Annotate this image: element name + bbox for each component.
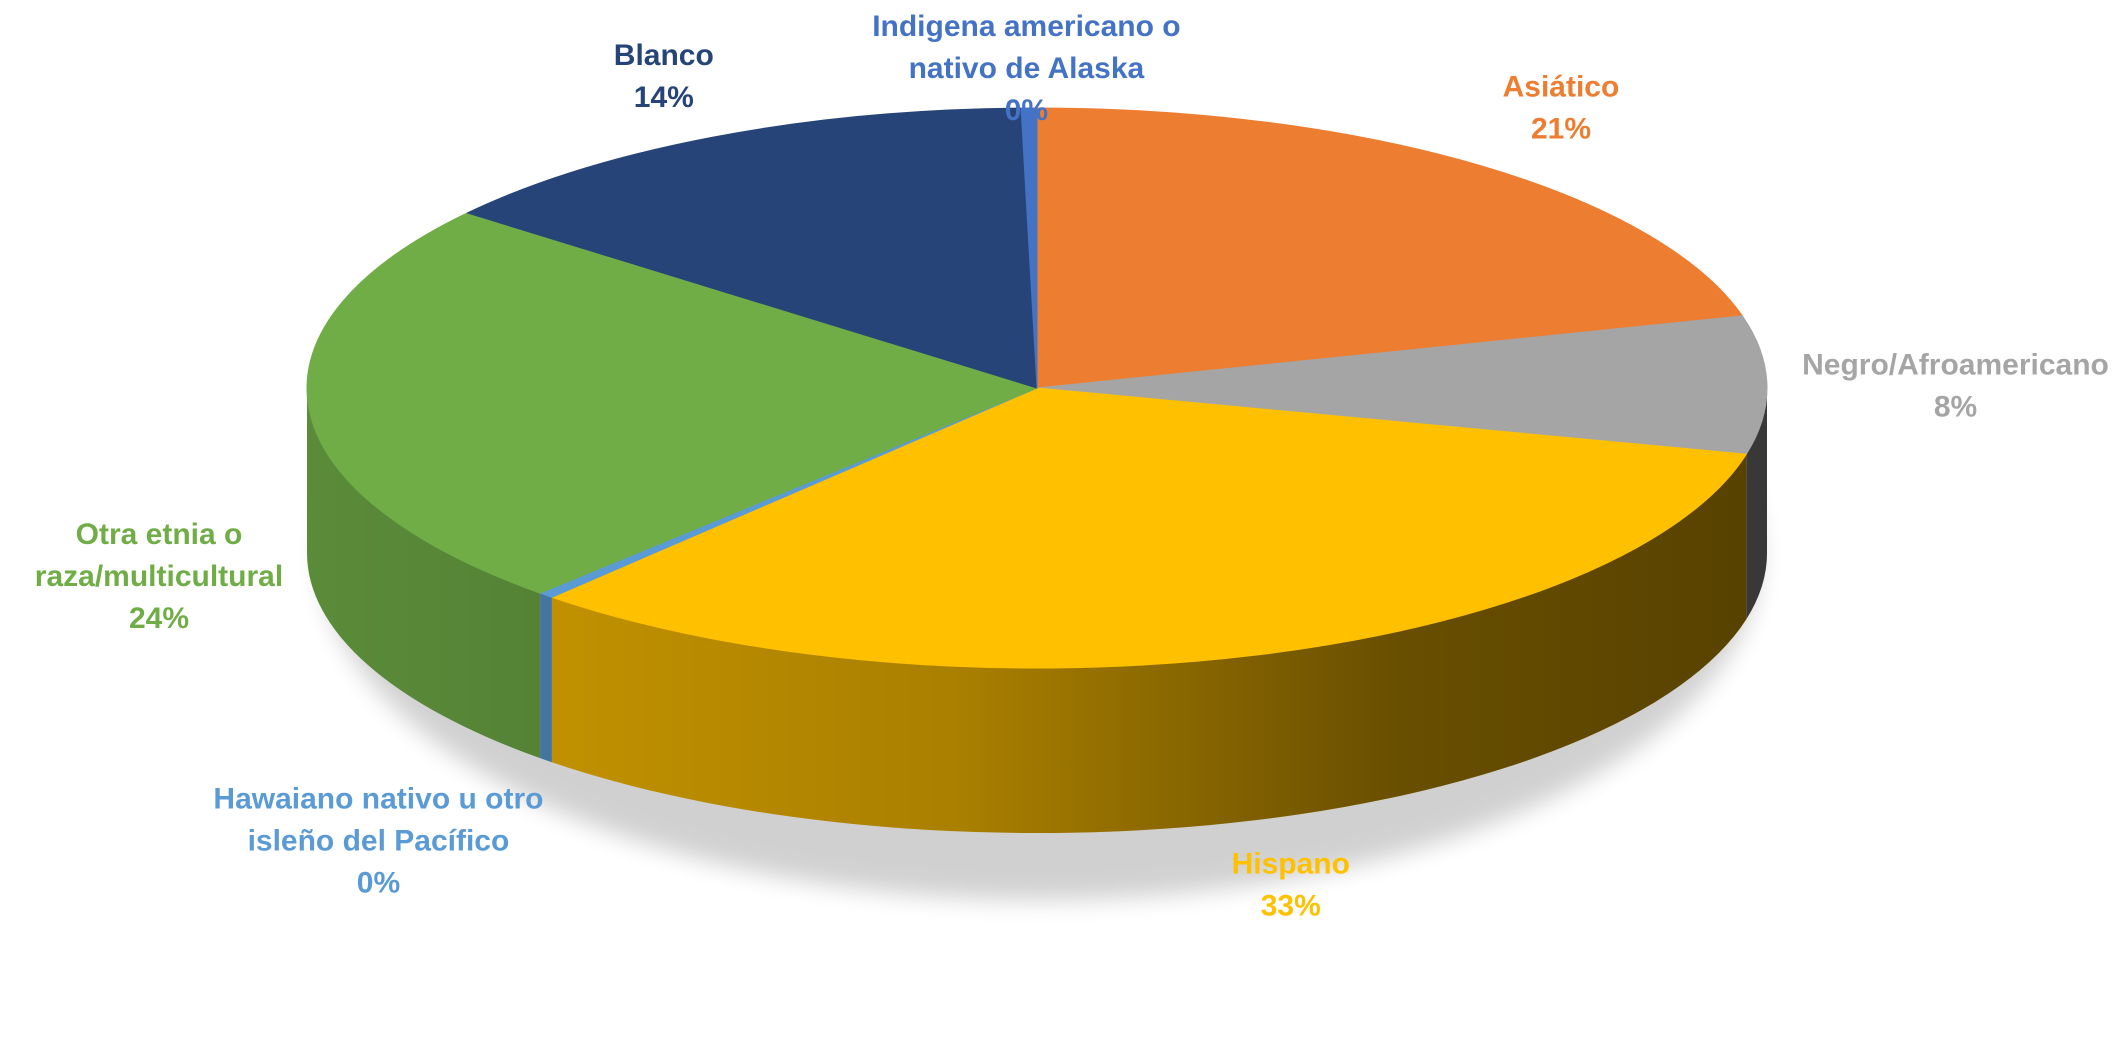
data-label-text: raza/multicultural [35, 560, 283, 593]
data-label-hawaiano-nativo-u-otro-isleno-del-pacifico: Hawaiano nativo u otro isleño del Pacífic… [213, 782, 543, 899]
pie-labels: Asiático 21% Negro/Afroamericano 8% Hispano 3… [35, 10, 2109, 922]
data-label-percent: 0% [1005, 94, 1048, 127]
data-label-blanco: Blanco 14% [614, 39, 714, 114]
data-label-text: Indigena americano o [872, 10, 1180, 43]
data-label-indigena-americano-o-nativo-de-alaska: Indigena americano o nativo de Alaska 0% [872, 10, 1180, 127]
data-label-text: Hawaiano nativo u otro [213, 782, 543, 815]
pie-slice-asiatico [1036, 107, 1743, 389]
data-label-text: Asiático [1503, 71, 1620, 104]
data-label-text: Otra etnia o [76, 518, 243, 551]
data-label-percent: 14% [634, 81, 694, 114]
pie-sides [307, 388, 1767, 834]
data-label-asiatico: Asiático 21% [1503, 71, 1620, 146]
pie-tops [306, 107, 1768, 669]
pie-slice-negro-afroamericano [1036, 315, 1768, 455]
data-label-percent: 0% [357, 866, 400, 899]
pie-slice-indigena-americano-o-nativo-de-alaska [1020, 107, 1038, 389]
data-label-percent: 24% [129, 602, 189, 635]
data-label-percent: 8% [1934, 391, 1977, 424]
data-label-text: isleño del Pacífico [248, 824, 510, 857]
data-label-percent: 21% [1531, 113, 1591, 146]
data-label-text: Hispano [1232, 847, 1350, 880]
data-label-text: Blanco [614, 39, 714, 72]
data-label-text: nativo de Alaska [909, 52, 1145, 85]
pie-side-shade-otra-etnia-o-raza-multicultural [307, 388, 541, 759]
data-label-percent: 33% [1261, 889, 1321, 922]
data-label-negro-afroamericano: Negro/Afroamericano 8% [1802, 349, 2109, 424]
data-label-hispano: Hispano 33% [1232, 847, 1350, 922]
data-label-otra-etnia-o-raza-multicultural: Otra etnia o raza/multicultural 24% [35, 518, 283, 635]
pie-slice-hispano [551, 387, 1747, 669]
data-label-text: Negro/Afroamericano [1802, 349, 2109, 382]
pie-side-shade-hawaiano-nativo-u-otro-isleno-del-pacifico [540, 593, 552, 763]
pie-slice-blanco [466, 107, 1038, 389]
pie-side-shade-hispano [551, 454, 1747, 834]
pie-slice-otra-etnia-o-raza-multicultural [306, 212, 1038, 594]
